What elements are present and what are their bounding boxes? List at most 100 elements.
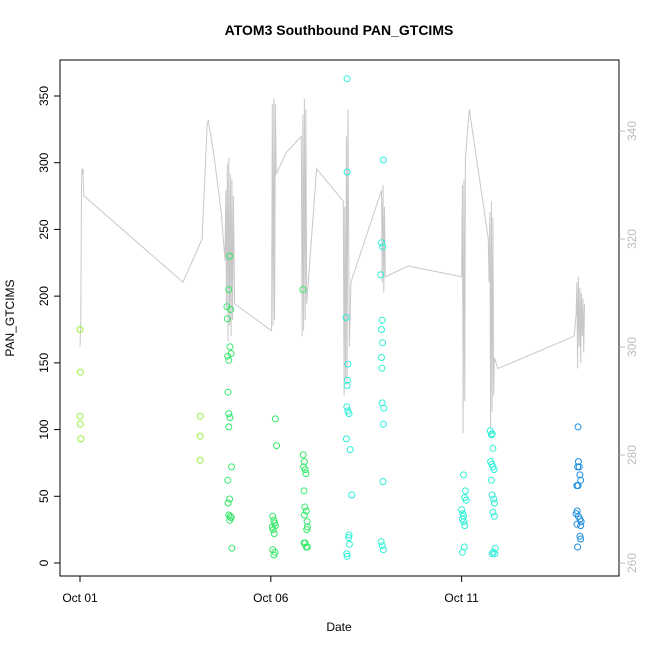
- secondary-line-series: [79, 98, 585, 434]
- y-axis-label: PAN_GTCIMS: [3, 279, 17, 356]
- data-point: [378, 239, 385, 247]
- data-point: [342, 314, 350, 321]
- data-point: [271, 522, 279, 530]
- data-point: [379, 478, 387, 486]
- data-point: [378, 542, 386, 550]
- y-tick-label: 250: [37, 219, 51, 239]
- data-point: [76, 420, 84, 428]
- data-point: [577, 476, 585, 484]
- y-tick-label: 350: [37, 86, 51, 106]
- data-point: [271, 415, 279, 423]
- data-point: [224, 388, 232, 396]
- y2-tick-label: 320: [625, 229, 639, 249]
- data-point: [226, 252, 234, 260]
- data-point: [488, 430, 496, 438]
- x-tick-label: Oct 11: [444, 591, 479, 605]
- data-point: [458, 506, 466, 514]
- data-point: [302, 507, 310, 515]
- y2-tick-label: 300: [625, 337, 639, 357]
- data-point: [489, 444, 497, 452]
- data-point: [299, 286, 307, 293]
- data-point: [573, 520, 581, 528]
- data-point: [491, 550, 499, 558]
- data-point: [273, 442, 280, 450]
- data-point: [343, 403, 351, 411]
- data-point: [378, 316, 386, 324]
- data-point: [345, 410, 353, 418]
- data-point: [225, 356, 233, 364]
- data-point: [303, 518, 311, 526]
- points-group: [76, 75, 585, 560]
- data-point: [490, 466, 498, 474]
- data-point: [342, 435, 350, 443]
- data-point: [301, 539, 309, 547]
- data-point: [224, 476, 232, 484]
- data-point: [377, 538, 385, 546]
- data-point: [343, 382, 351, 389]
- data-point: [458, 548, 466, 556]
- data-point: [489, 508, 497, 516]
- data-point: [76, 368, 84, 376]
- data-point: [77, 435, 85, 443]
- data-point: [462, 496, 470, 504]
- data-point: [379, 156, 387, 164]
- y-tick-label: 0: [37, 559, 51, 566]
- data-point: [379, 420, 387, 428]
- chart-title: ATOM3 Southbound PAN_GTCIMS: [225, 22, 454, 38]
- data-point: [224, 499, 232, 507]
- data-point: [300, 511, 308, 519]
- data-point: [302, 470, 310, 478]
- data-point: [226, 343, 234, 351]
- data-point: [377, 271, 385, 279]
- data-point: [380, 404, 388, 412]
- data-point: [303, 543, 311, 551]
- plot-frame: [59, 59, 620, 577]
- x-tick-label: Oct 01: [62, 591, 98, 605]
- data-point: [271, 548, 279, 556]
- y-tick-label: 200: [37, 286, 51, 306]
- data-point: [343, 168, 351, 176]
- data-point: [488, 491, 496, 499]
- data-point: [76, 412, 84, 420]
- y2-tick-label: 340: [625, 121, 639, 141]
- data-point: [348, 491, 356, 499]
- data-point: [574, 463, 582, 471]
- data-point: [301, 466, 309, 474]
- data-point: [490, 499, 498, 507]
- data-point: [577, 535, 585, 543]
- y-axis-left: 0 50 100 150 200 250 300 350: [37, 86, 60, 566]
- data-point: [574, 458, 582, 466]
- data-point: [228, 544, 236, 552]
- data-point: [573, 507, 581, 515]
- data-point: [345, 534, 353, 542]
- data-point: [487, 476, 495, 484]
- data-point: [226, 414, 234, 422]
- data-point: [343, 552, 351, 560]
- data-point: [301, 503, 309, 511]
- data-point: [225, 410, 233, 418]
- data-point: [196, 456, 204, 464]
- data-point: [379, 243, 387, 251]
- data-point: [303, 526, 311, 534]
- data-point: [490, 495, 498, 503]
- x-axis: Oct 01 Oct 06 Oct 11: [62, 576, 479, 605]
- data-point: [490, 512, 498, 520]
- data-point: [227, 514, 235, 522]
- data-point: [488, 550, 496, 558]
- data-point: [574, 543, 582, 551]
- data-point: [577, 522, 585, 530]
- data-point: [378, 326, 385, 333]
- data-point: [489, 548, 497, 556]
- data-point: [228, 463, 235, 471]
- data-point: [227, 306, 235, 313]
- data-point: [345, 540, 353, 548]
- data-point: [344, 360, 352, 368]
- data-point: [379, 339, 387, 347]
- data-point: [227, 350, 235, 357]
- data-point: [299, 451, 307, 459]
- y-axis-right: 260 280 300 320 340: [619, 121, 639, 573]
- line-series-group: [79, 98, 585, 434]
- data-point: [345, 531, 353, 539]
- data-point: [196, 432, 204, 440]
